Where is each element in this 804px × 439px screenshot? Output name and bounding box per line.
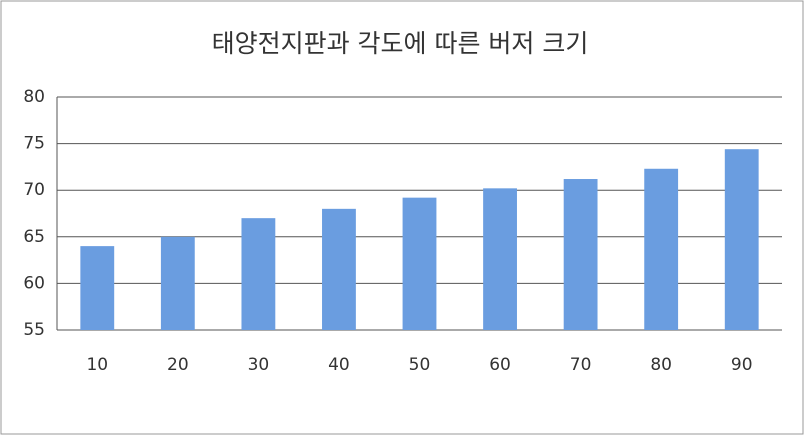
x-tick-label: 30 (248, 355, 270, 375)
bar (402, 197, 437, 330)
x-tick-label: 80 (650, 355, 672, 375)
y-tick-label: 55 (23, 320, 45, 340)
y-tick-label: 80 (23, 87, 45, 107)
bar (644, 168, 679, 330)
bar (160, 236, 195, 330)
y-tick-label: 60 (23, 273, 45, 293)
x-tick-label: 50 (409, 355, 431, 375)
bar (241, 218, 276, 330)
x-tick-label: 20 (167, 355, 189, 375)
x-tick-label: 70 (570, 355, 592, 375)
x-tick-label: 10 (86, 355, 108, 375)
bar (322, 208, 356, 330)
x-tick-label: 40 (328, 355, 350, 375)
bar (563, 179, 598, 330)
y-tick-label: 75 (23, 134, 45, 154)
bar (724, 149, 759, 330)
chart-title: 태양전지판과 각도에 따른 버저 크기 (212, 29, 589, 58)
x-tick-label: 90 (731, 355, 753, 375)
y-tick-label: 65 (23, 227, 45, 247)
bar (80, 246, 115, 330)
x-tick-label: 60 (489, 355, 511, 375)
y-tick-label: 70 (23, 180, 45, 200)
bar (483, 188, 517, 330)
